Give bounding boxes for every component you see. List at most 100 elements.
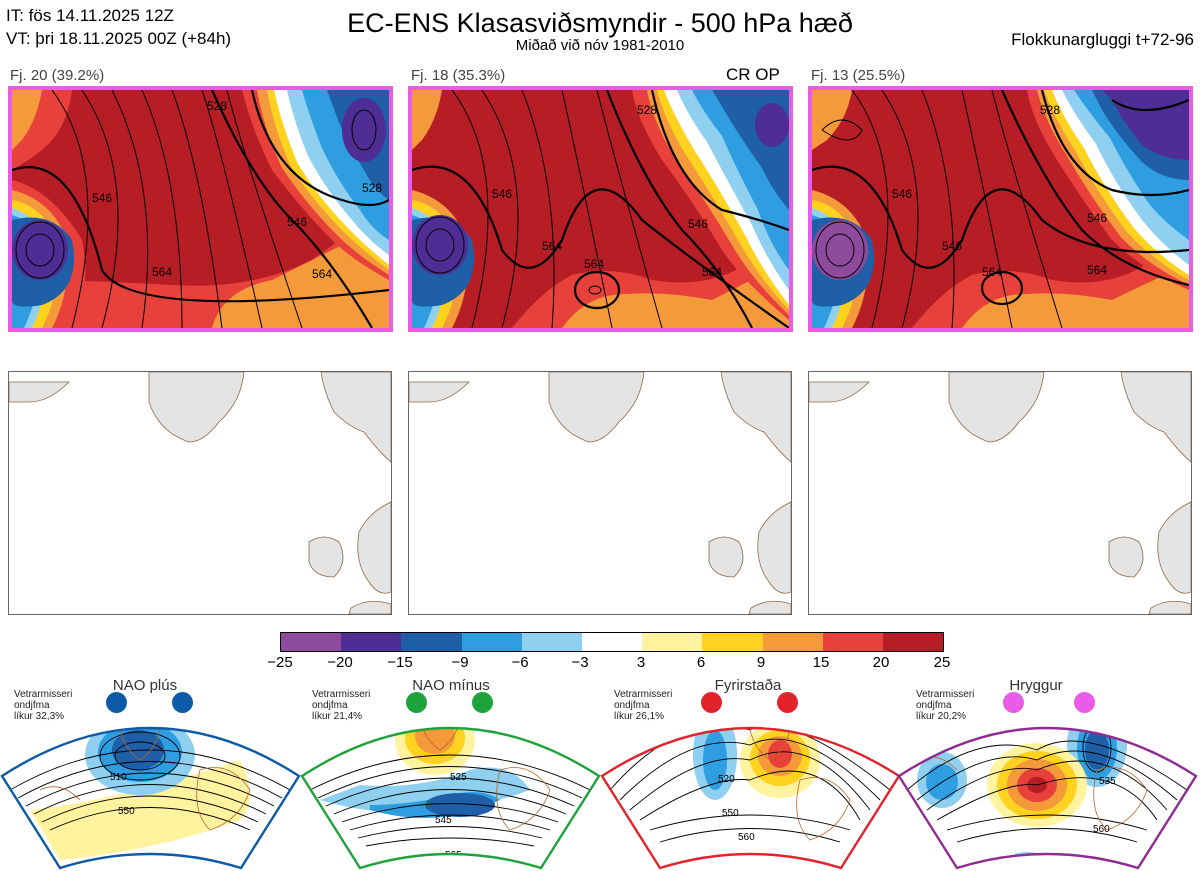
regime-desc-line: ondjfma [312, 700, 348, 711]
initial-time: IT: fös 14.11.2025 12Z [6, 6, 174, 25]
colorbar-swatch [822, 633, 883, 651]
colorbar-tick: 9 [756, 654, 766, 671]
colorbar-ticks: −25 −20 −15 −9 −6 −3 3 6 9 15 20 25 [267, 654, 950, 674]
cluster-1-map: 546 528 528 546 564 564 [8, 86, 393, 332]
contour-label: 564 [152, 265, 172, 279]
contour-label: 564 [312, 267, 332, 281]
contour-label: 528 [1040, 103, 1060, 117]
cluster-3-label: Fj. 13 (25.5%) [811, 67, 906, 84]
contour-label: 535 [1099, 776, 1116, 787]
contour-label: 546 [942, 239, 962, 253]
colorbar-swatch [461, 633, 522, 651]
colorbar-tick: −20 [327, 654, 353, 671]
regime-2-frame [300, 726, 601, 870]
regime-desc-line: líkur 32,3% [14, 711, 65, 722]
contour-label: 525 [450, 772, 467, 783]
regime-3-dot-right [777, 692, 798, 713]
contour-label: 546 [688, 217, 708, 231]
regime-desc-line: Vetrarmisseri [312, 689, 371, 700]
colorbar-swatch [341, 633, 402, 651]
regime-2-title: NAO mínus [412, 677, 490, 694]
regime-4-title: Hryggur [1009, 677, 1063, 694]
regime-2-desc: Vetrarmisseri ondjfma líkur 21,4% [312, 689, 370, 722]
contour-label: 564 [982, 265, 1002, 279]
classification-window: Flokkunargluggi t+72-96 [1011, 30, 1194, 49]
regime-desc-line: Vetrarmisseri [14, 689, 73, 700]
page-title: EC-ENS Klasasviðsmyndir - 500 hPa hæð [347, 8, 853, 38]
basemap-1 [8, 371, 392, 615]
regime-desc-line: líkur 21,4% [312, 711, 363, 722]
contour-label: 564 [584, 257, 604, 271]
regime-1-dot-left [106, 692, 127, 713]
contour-label: 560 [1093, 824, 1110, 835]
colorbar-swatch [762, 633, 823, 651]
basemap-2 [408, 371, 792, 615]
valid-time: VT: þri 18.11.2025 00Z (+84h) [6, 29, 232, 48]
regime-3-title: Fyrirstaða [714, 677, 782, 694]
contour-label: 546 [92, 191, 112, 205]
regime-2-dot-left [406, 692, 427, 713]
colorbar-tick: 6 [696, 654, 706, 671]
contour-label: 546 [492, 187, 512, 201]
colorbar-swatch [521, 633, 582, 651]
regime-4-map: 505 535 560 [897, 722, 1198, 870]
colorbar-tick: 25 [933, 654, 951, 671]
regime-1-title: NAO plús [112, 677, 178, 694]
regime-3-frame [600, 726, 901, 870]
contour-label: 550 [118, 806, 135, 817]
page-subtitle: Miðað við nóv 1981-2010 [515, 37, 685, 54]
regime-desc-line: ondjfma [916, 700, 952, 711]
regime-desc-line: ondjfma [14, 700, 50, 711]
colorbar-tick: −9 [451, 654, 469, 671]
regime-3-dot-left [701, 692, 722, 713]
cluster-2-tag: CR OP [726, 65, 780, 84]
regime-2-dot-right [472, 692, 493, 713]
contour-label: 546 [287, 215, 307, 229]
colorbar-swatch [401, 633, 462, 651]
cluster-1-label: Fj. 20 (39.2%) [10, 67, 105, 84]
colorbar-swatch [281, 633, 342, 651]
regime-4-dot-left [1003, 692, 1024, 713]
colorbar-tick: −6 [511, 654, 529, 671]
regime-4-dot-right [1074, 692, 1095, 713]
regime-3-map: 520 550 560 [600, 726, 901, 870]
regime-desc-line: Vetrarmisseri [916, 689, 975, 700]
colorbar-tick: −25 [267, 654, 293, 671]
contour-label: 564 [542, 239, 562, 253]
regime-desc-line: Vetrarmisseri [614, 689, 673, 700]
regime-desc-line: ondjfma [614, 700, 650, 711]
contour-label: 510 [110, 772, 127, 783]
basemap-3 [808, 371, 1192, 615]
contour-label: 560 [738, 832, 755, 843]
colorbar-tick: 3 [636, 654, 646, 671]
regime-1-desc: Vetrarmisseri ondjfma líkur 32,3% [14, 689, 72, 722]
regime-desc-line: líkur 26,1% [614, 711, 665, 722]
cluster-2-map: 546 528 546 564 564 564 [408, 86, 793, 332]
contour-label: 564 [702, 265, 722, 279]
contour-label: 528 [207, 99, 227, 113]
colorbar-swatch [882, 633, 944, 651]
regime-4-desc: Vetrarmisseri ondjfma líkur 20,2% [916, 689, 974, 722]
colorbar-swatch [581, 633, 643, 651]
colorbar-tick: 15 [812, 654, 830, 671]
regime-4-frame [897, 726, 1198, 870]
regime-2-map: 525 545 565 [300, 726, 601, 870]
regime-1-map: 510 550 [0, 726, 301, 870]
colorbar-tick: 20 [872, 654, 890, 671]
contour-label: 528 [362, 181, 382, 195]
colorbar-tick: −3 [571, 654, 589, 671]
colorbar-swatch [642, 633, 703, 651]
contour-label: 546 [892, 187, 912, 201]
contour-label: 550 [722, 808, 739, 819]
contour-label: 564 [1087, 263, 1107, 277]
regime-1-dot-right [172, 692, 193, 713]
regime-3-desc: Vetrarmisseri ondjfma líkur 26,1% [614, 689, 672, 722]
header-info: IT: fös 14.11.2025 12Z VT: þri 18.11.202… [6, 4, 231, 50]
colorbar-swatch [702, 633, 763, 651]
cluster-2-label: Fj. 18 (35.3%) [411, 67, 506, 84]
contour-label: 546 [1087, 211, 1107, 225]
colorbar-tick: −15 [387, 654, 413, 671]
contour-label: 545 [435, 815, 452, 826]
contour-label: 528 [637, 103, 657, 117]
contour-label: 505 [1062, 722, 1079, 733]
